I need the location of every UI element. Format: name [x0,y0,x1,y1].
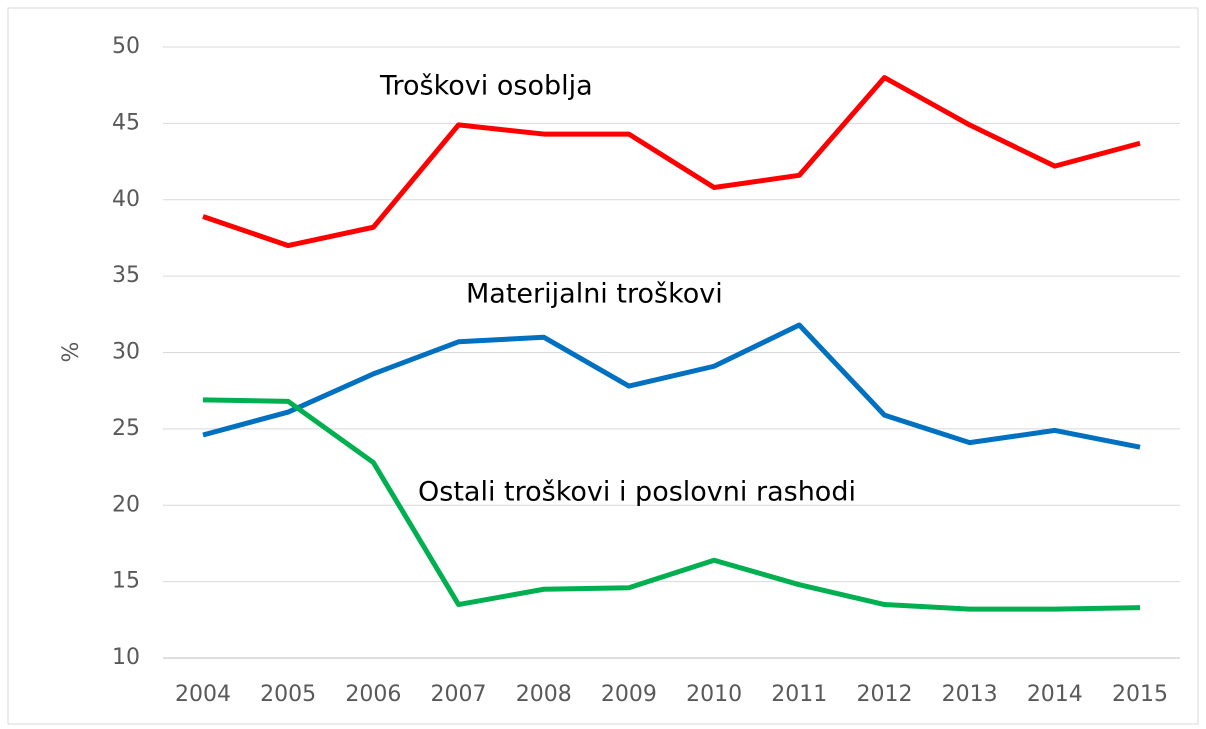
series-label: Ostali troškovi i poslovni rashodi [418,477,856,508]
y-tick-label: 45 [112,110,140,135]
y-tick-label: 10 [112,645,140,670]
x-tick-label: 2011 [771,682,827,707]
series-label: Troškovi osoblja [379,71,593,102]
y-tick-label: 25 [112,416,140,441]
x-tick-label: 2004 [175,682,231,707]
frame [7,7,1199,725]
y-tick-label: 40 [112,187,140,212]
y-tick-label: 15 [112,569,140,594]
x-tick-label: 2008 [516,682,572,707]
x-tick-label: 2009 [601,682,657,707]
series-line [202,397,1141,612]
x-tick-label: 2012 [856,682,912,707]
y-tick-label: 30 [112,340,140,365]
y-tick-label: 20 [112,492,140,517]
x-tick-label: 2015 [1112,682,1168,707]
series-line [202,322,1141,450]
x-tick-label: 2013 [942,682,998,707]
x-tick-label: 2014 [1027,682,1083,707]
x-tick-label: 2006 [345,682,401,707]
series-line [202,75,1141,249]
y-tick-label: 35 [112,263,140,288]
x-tick-label: 2010 [686,682,742,707]
x-tick-label: 2005 [260,682,316,707]
x-tick-label: 2007 [431,682,487,707]
y-tick-label: 50 [112,34,140,59]
y-axis-label: % [59,342,84,363]
series-label: Materijalni troškovi [466,279,723,310]
